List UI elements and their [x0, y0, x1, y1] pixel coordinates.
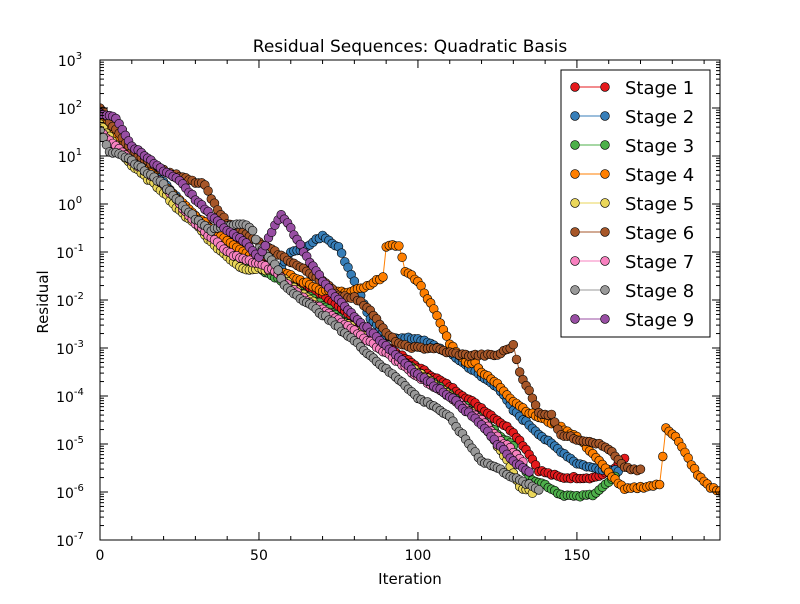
data-point — [658, 451, 668, 462]
legend-label: Stage 2 — [625, 107, 694, 128]
legend-marker — [570, 227, 580, 237]
legend-label: Stage 3 — [625, 136, 694, 157]
data-point — [378, 272, 388, 282]
legend-label: Stage 1 — [625, 78, 694, 99]
legend-marker — [600, 198, 610, 208]
legend-marker — [570, 285, 580, 295]
data-point — [260, 241, 270, 251]
legend-label: Stage 6 — [625, 223, 694, 244]
legend-entry: Stage 9 — [570, 310, 694, 331]
y-tick-label: 10-6 — [56, 483, 84, 502]
legend-label: Stage 9 — [625, 310, 694, 331]
legend-label: Stage 8 — [625, 281, 694, 302]
legend-entry: Stage 2 — [570, 107, 694, 128]
axes: 0 50 100 150 10-7 10-6 10-5 10-4 10-3 10-2 10-1 100… — [56, 51, 721, 564]
y-tick-label: 101 — [58, 147, 82, 166]
y-tick-label: 100 — [58, 195, 82, 214]
y-tick-label: 103 — [58, 51, 82, 70]
legend-entry: Stage 4 — [570, 165, 694, 186]
legend-label: Stage 4 — [625, 165, 694, 186]
series-stage-9 — [100, 108, 534, 477]
data-point — [635, 464, 646, 474]
data-point — [394, 241, 404, 251]
y-axis-label: Residual — [34, 270, 52, 333]
legend-marker — [600, 111, 610, 121]
legend-entry: Stage 7 — [570, 252, 694, 273]
legend-label: Stage 7 — [625, 252, 694, 273]
legend-marker — [570, 111, 580, 121]
data-point — [441, 331, 452, 341]
legend-marker — [600, 314, 610, 324]
x-tick-label: 100 — [405, 548, 432, 564]
y-tick-label: 10-5 — [56, 435, 84, 454]
y-tick-label: 10-7 — [56, 531, 84, 550]
legend-marker — [570, 198, 580, 208]
y-tick-label: 10-4 — [56, 387, 84, 406]
data-point — [247, 225, 258, 236]
data-point — [534, 485, 544, 495]
legend-entry: Stage 8 — [570, 281, 694, 302]
y-tick-label: 10-3 — [56, 339, 84, 358]
legend-marker — [570, 314, 580, 324]
x-axis-label: Iteration — [378, 570, 442, 588]
data-point — [508, 340, 518, 350]
data-point — [251, 234, 261, 245]
data-point — [654, 479, 665, 490]
legend-marker — [600, 140, 610, 150]
x-tick-label: 150 — [564, 548, 591, 564]
data-point — [336, 248, 347, 258]
legend-label: Stage 5 — [625, 194, 694, 215]
data-point — [203, 186, 213, 196]
legend-marker — [600, 227, 610, 237]
data-point — [524, 385, 534, 396]
series-stage-8 — [100, 125, 544, 495]
legend-entry: Stage 5 — [570, 194, 694, 215]
legend-entry: Stage 6 — [570, 223, 694, 244]
legend-marker — [600, 169, 610, 179]
y-tick-label: 10-1 — [56, 243, 84, 262]
legend-entry: Stage 1 — [570, 78, 694, 99]
data-point — [273, 265, 283, 275]
legend-marker — [570, 140, 580, 150]
legend-marker — [600, 285, 610, 295]
legend-marker — [570, 169, 580, 179]
legend-marker — [600, 82, 610, 92]
x-tick-label: 0 — [96, 548, 105, 564]
legend-marker — [600, 256, 610, 266]
data-point — [524, 467, 534, 477]
plot-area — [100, 103, 720, 502]
data-point — [100, 125, 105, 135]
data-point — [511, 354, 522, 365]
legend-marker — [570, 82, 580, 92]
x-tick-label: 50 — [250, 548, 268, 564]
legend-marker — [570, 256, 580, 266]
y-tick-label: 102 — [58, 99, 82, 118]
legend-entry: Stage 3 — [570, 136, 694, 157]
y-tick-label: 10-2 — [56, 291, 84, 310]
legend: Stage 1 Stage 2 Stage 3 Stage 4 Stage 5 Stage… — [560, 69, 711, 338]
chart-title: Residual Sequences: Quadratic Basis — [253, 37, 568, 57]
data-point — [397, 252, 407, 262]
